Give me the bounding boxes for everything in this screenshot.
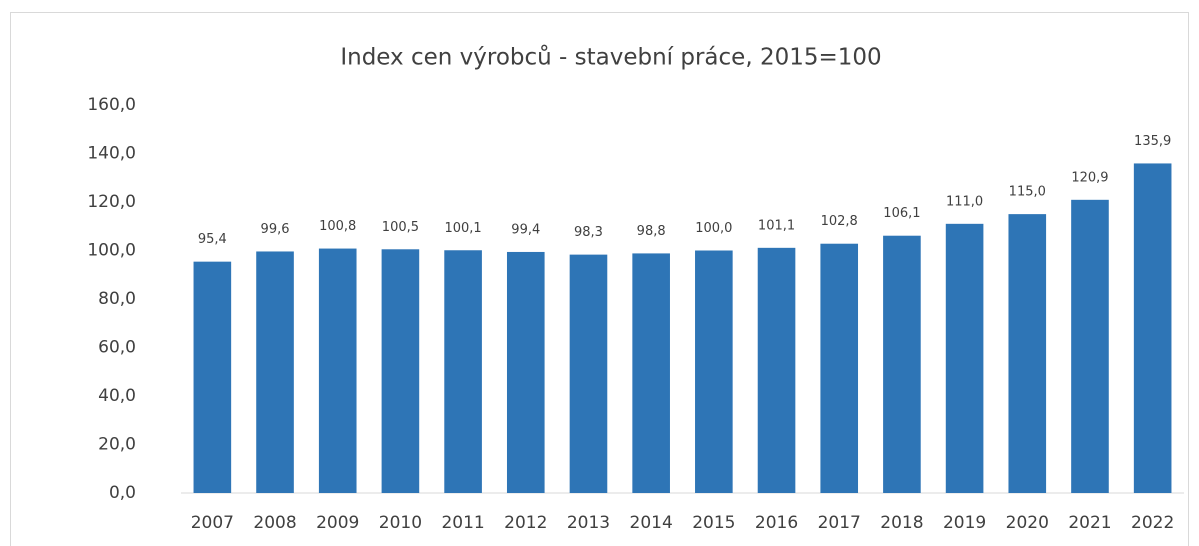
data-label: 115,0	[1009, 185, 1046, 200]
x-tick-label: 2017	[818, 513, 861, 533]
x-tick-label: 2018	[880, 513, 923, 533]
bar	[695, 250, 733, 493]
bar	[632, 253, 670, 493]
bar	[1133, 163, 1172, 493]
x-tick-label: 2010	[379, 513, 422, 533]
bar	[256, 251, 294, 493]
y-tick-label: 160,0	[87, 95, 136, 115]
x-tick-label: 2020	[1006, 513, 1049, 533]
data-label: 98,3	[574, 225, 603, 240]
x-tick-label: 2022	[1131, 513, 1174, 533]
data-label: 120,9	[1071, 170, 1108, 185]
y-tick-label: 120,0	[87, 192, 136, 212]
data-label: 100,1	[444, 221, 481, 236]
bar	[318, 248, 357, 493]
x-tick-label: 2013	[567, 513, 610, 533]
x-tick-label: 2007	[191, 513, 234, 533]
bar	[1008, 214, 1047, 493]
data-label: 135,9	[1134, 134, 1171, 149]
y-tick-label: 20,0	[98, 435, 136, 455]
y-tick-label: 80,0	[98, 289, 136, 309]
x-tick-label: 2008	[253, 513, 296, 533]
bar	[820, 243, 859, 493]
bar	[569, 254, 608, 493]
data-label: 106,1	[883, 206, 920, 221]
chart-border	[10, 12, 1189, 546]
data-label: 95,4	[198, 232, 227, 247]
x-tick-label: 2011	[441, 513, 484, 533]
x-tick-label: 2014	[630, 513, 673, 533]
x-tick-label: 2016	[755, 513, 798, 533]
data-label: 100,8	[319, 219, 356, 234]
bar	[506, 251, 545, 493]
data-label: 100,5	[382, 220, 419, 235]
bar	[193, 261, 232, 493]
data-label: 99,6	[261, 222, 290, 237]
x-tick-label: 2019	[943, 513, 986, 533]
y-tick-label: 0,0	[109, 483, 136, 503]
data-label: 98,8	[637, 224, 666, 239]
bar	[381, 249, 420, 493]
bar	[1071, 199, 1109, 493]
bar	[757, 247, 796, 493]
chart-title: Index cen výrobců - stavební práce, 2015…	[340, 44, 881, 71]
y-tick-label: 140,0	[87, 144, 136, 164]
y-tick-label: 40,0	[98, 386, 136, 406]
data-label: 102,8	[821, 214, 858, 229]
x-tick-label: 2021	[1068, 513, 1111, 533]
bar	[883, 235, 921, 493]
data-label: 99,4	[511, 222, 540, 237]
x-tick-label: 2009	[316, 513, 359, 533]
x-tick-label: 2015	[692, 513, 735, 533]
data-label: 101,1	[758, 218, 795, 233]
data-label: 111,0	[946, 194, 983, 209]
x-tick-label: 2012	[504, 513, 547, 533]
bar	[945, 223, 984, 493]
y-tick-label: 100,0	[87, 241, 136, 261]
data-label: 100,0	[695, 221, 732, 236]
bar	[444, 250, 482, 493]
y-tick-label: 60,0	[98, 338, 136, 358]
